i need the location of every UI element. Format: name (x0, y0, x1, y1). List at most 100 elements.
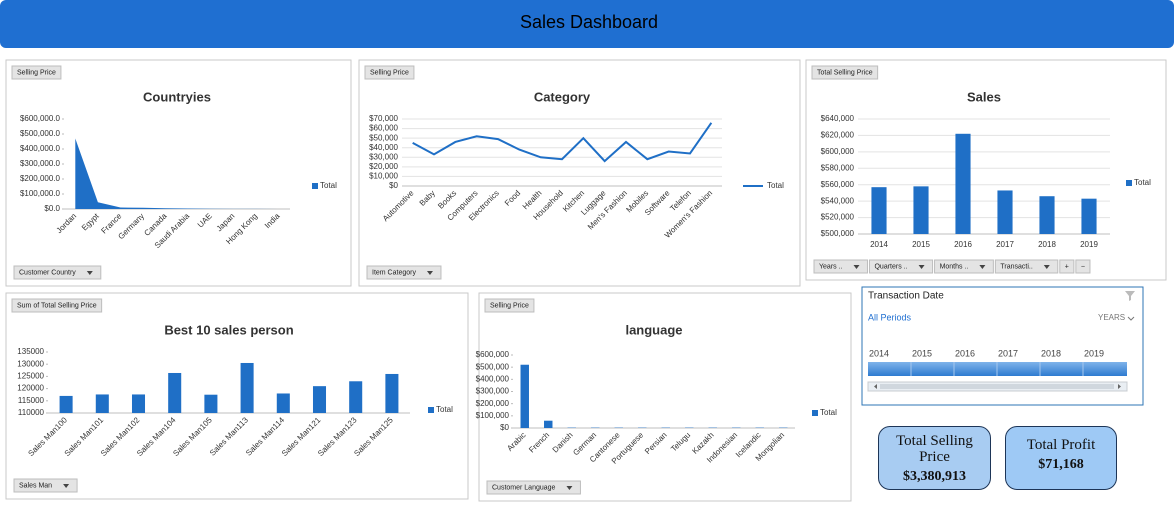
slicer-clear-icon[interactable] (1125, 291, 1135, 301)
y-tick-label: $540,000 (821, 196, 855, 205)
y-tick-label: 125000 (17, 372, 44, 381)
field-button-bg[interactable] (11, 65, 62, 80)
bar (955, 133, 971, 234)
legend-swatch (812, 410, 818, 416)
slicer-level[interactable]: YEARS (1098, 313, 1125, 322)
chart-panel (478, 292, 852, 502)
kpi-card: Total Profit $71,168 (1005, 426, 1117, 490)
header-bar (0, 0, 1174, 48)
filter-button-bg[interactable] (13, 478, 78, 493)
chart-title: Best 10 sales person (164, 322, 293, 337)
field-button-bg[interactable] (364, 65, 415, 80)
chart-title: language (625, 322, 682, 337)
kpi-label: Total Profit (1026, 437, 1096, 453)
pivot-button[interactable]: Quarters .. (874, 263, 907, 270)
y-tick-label: $10,000 (369, 172, 398, 181)
slicer-level-arrow (1127, 316, 1135, 321)
slicer-period[interactable]: All Periods (868, 312, 912, 322)
pivot-button[interactable]: − (1081, 263, 1085, 270)
bar (276, 393, 290, 413)
field-button[interactable]: Selling Price (370, 69, 409, 76)
y-tick-label: $20,000 (369, 162, 398, 171)
bar (520, 364, 529, 428)
field-button[interactable]: Sum of Total Selling Price (17, 302, 97, 309)
y-tick-label: $400,000.0 (20, 144, 61, 153)
filter-button[interactable]: Sales Man (19, 482, 52, 489)
filter-button-bg[interactable] (366, 265, 442, 280)
y-tick-label: $500,000 (821, 229, 855, 238)
slicer-year[interactable]: 2019 (1084, 348, 1104, 358)
filter-button[interactable]: Customer Language (492, 484, 556, 491)
legend-swatch (1126, 180, 1132, 186)
y-tick-label: $0.0 (44, 204, 60, 213)
y-tick-label: $70,000 (369, 114, 398, 123)
y-tick-label: $50,000 (369, 133, 398, 142)
filter-button-bg[interactable] (486, 480, 581, 495)
pivot-button[interactable]: + (1065, 263, 1069, 270)
bar (913, 186, 929, 234)
y-tick-label: 110000 (18, 408, 45, 417)
y-tick-label: $600,000 (476, 350, 510, 359)
y-tick-label: $300,000.0 (20, 159, 61, 168)
y-tick-label: $100,000 (476, 411, 510, 420)
field-button-bg[interactable] (811, 65, 879, 80)
field-button-bg[interactable] (11, 298, 103, 313)
x-tick-label: 2016 (954, 240, 972, 249)
slicer-scroll-thumb[interactable] (880, 384, 1114, 389)
pivot-button-bg[interactable] (1059, 259, 1075, 274)
pivot-button[interactable]: Months .. (940, 263, 969, 270)
y-tick-label: $0 (500, 423, 509, 432)
y-tick-label: 130000 (17, 359, 44, 368)
bar (95, 394, 109, 413)
pivot-button[interactable]: Years .. (819, 263, 843, 270)
slicer-year[interactable]: 2015 (912, 348, 932, 358)
y-tick-label: $640,000 (821, 114, 855, 123)
slicer-year[interactable]: 2017 (998, 348, 1018, 358)
y-tick-label: 115000 (18, 396, 45, 405)
x-tick-label: 2015 (912, 240, 930, 249)
y-tick-label: $200,000.0 (20, 174, 61, 183)
pivot-button[interactable]: Transacti.. (1000, 263, 1032, 270)
legend-label: Total (1134, 178, 1151, 187)
pivot-button-bg[interactable] (1075, 259, 1091, 274)
pivot-button-bg[interactable] (994, 259, 1059, 274)
pivot-button-bg[interactable] (868, 259, 934, 274)
kpi-card: Total Selling Price $3,380,913 (878, 426, 991, 490)
bar (59, 395, 73, 413)
bar (240, 362, 254, 413)
header-title: Sales Dashboard (520, 12, 658, 32)
pivot-button-bg[interactable] (813, 259, 868, 274)
bar (349, 381, 363, 413)
field-button[interactable]: Selling Price (17, 69, 56, 76)
field-button-bg[interactable] (484, 298, 535, 313)
y-tick-label: $30,000 (369, 152, 398, 161)
field-button[interactable]: Total Selling Price (817, 69, 873, 76)
x-tick-label: 2019 (1080, 240, 1098, 249)
filter-button-arrow (566, 486, 573, 490)
pivot-button-bg[interactable] (934, 259, 994, 274)
y-tick-label: $560,000 (821, 180, 855, 189)
slicer-year[interactable]: 2014 (869, 348, 889, 358)
y-tick-label: $100,000.0 (20, 189, 61, 198)
y-tick-label: $300,000 (476, 387, 510, 396)
filter-button[interactable]: Item Category (372, 269, 416, 276)
legend-label: Total (767, 181, 784, 190)
slicer-title: Transaction Date (868, 291, 944, 302)
y-tick-label: $40,000 (369, 143, 398, 152)
y-tick-label: $500,000 (476, 362, 510, 371)
filter-button-bg[interactable] (13, 265, 102, 280)
bar (997, 190, 1013, 234)
legend-swatch (428, 407, 434, 413)
y-tick-label: $600,000 (821, 147, 855, 156)
slicer-year[interactable]: 2018 (1041, 348, 1061, 358)
slicer-year[interactable]: 2016 (955, 348, 975, 358)
filter-button[interactable]: Customer Country (19, 269, 76, 276)
y-tick-label: 135000 (17, 347, 44, 356)
legend-label: Total (820, 408, 837, 417)
filter-button-arrow (426, 271, 433, 275)
bar (312, 386, 327, 413)
field-button[interactable]: Selling Price (490, 302, 529, 309)
chart-panel (5, 59, 352, 287)
y-tick-label: $600,000.0 (20, 114, 61, 123)
